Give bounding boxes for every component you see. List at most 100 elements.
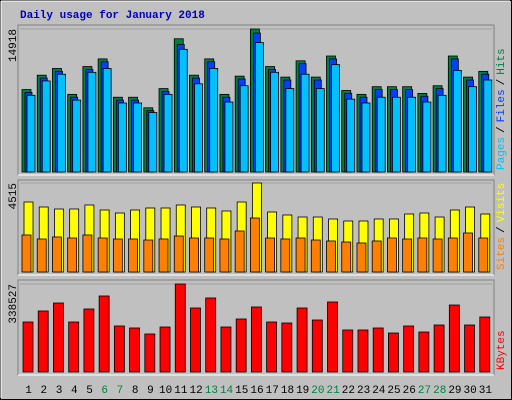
- x-tick-label: 10: [159, 385, 172, 397]
- bar: [331, 64, 340, 173]
- bar: [448, 304, 460, 373]
- bar: [82, 234, 93, 273]
- bar: [67, 237, 78, 273]
- bar: [87, 71, 97, 173]
- bar: [22, 321, 34, 373]
- bar: [98, 295, 110, 373]
- x-tick-label: 9: [147, 385, 154, 397]
- bar: [239, 85, 249, 173]
- x-tick-label: 22: [342, 385, 355, 397]
- x-tick-label: 14: [220, 385, 234, 397]
- legend-entry: Hits: [496, 48, 508, 74]
- legend: Sites / Visits: [496, 183, 508, 270]
- bar: [311, 319, 323, 373]
- bar: [310, 239, 321, 273]
- x-tick-label: 13: [205, 385, 218, 397]
- bar: [402, 238, 413, 273]
- bar: [463, 232, 473, 273]
- bar: [209, 68, 219, 173]
- y-tick-label: 14918: [8, 29, 20, 62]
- bar: [190, 307, 201, 373]
- x-tick-label: 11: [174, 385, 188, 397]
- x-tick-label: 3: [56, 385, 63, 397]
- x-tick-label: 1: [25, 385, 32, 397]
- bar: [144, 333, 156, 373]
- x-tick-label: 20: [311, 385, 324, 397]
- bar: [26, 94, 36, 173]
- bar: [102, 68, 112, 173]
- x-tick-label: 29: [448, 385, 461, 397]
- bar: [341, 241, 352, 273]
- x-tick-label: 24: [372, 385, 386, 397]
- bar: [422, 101, 432, 173]
- legend-separator: /: [496, 226, 508, 233]
- bar: [433, 324, 445, 373]
- x-tick-label: 18: [281, 385, 294, 397]
- bar: [250, 306, 262, 373]
- x-tick-label: 27: [418, 385, 431, 397]
- x-tick-label: 23: [357, 385, 370, 397]
- bar: [376, 96, 386, 173]
- bar: [479, 316, 491, 373]
- bar: [57, 73, 66, 173]
- bar: [280, 238, 291, 273]
- y-tick-label: 338527: [8, 284, 20, 324]
- bar: [158, 238, 169, 273]
- y-tick-label: 4515: [8, 183, 20, 209]
- bar: [36, 238, 47, 273]
- legend-entry: Files: [496, 89, 508, 122]
- bar: [220, 326, 232, 373]
- chart-title: Daily usage for January 2018: [20, 10, 205, 22]
- bar: [52, 236, 62, 273]
- legend: KBytes: [496, 330, 508, 370]
- bar: [326, 240, 336, 273]
- bar: [327, 301, 338, 373]
- bar: [483, 79, 493, 173]
- x-tick-label: 5: [86, 385, 93, 397]
- bar: [295, 237, 306, 273]
- bar: [447, 237, 458, 273]
- bar: [437, 94, 447, 173]
- bar: [37, 310, 49, 373]
- bar: [249, 217, 260, 273]
- bar: [53, 302, 64, 373]
- bar: [285, 88, 295, 173]
- bar: [296, 307, 308, 373]
- bar: [407, 96, 417, 173]
- x-tick-label: 6: [101, 385, 108, 397]
- bar: [266, 321, 278, 373]
- bar: [356, 242, 367, 273]
- bar: [83, 308, 95, 373]
- legend-entry: KBytes: [496, 330, 508, 370]
- bar: [417, 237, 428, 273]
- bar: [361, 102, 371, 173]
- x-tick-label: 26: [403, 385, 416, 397]
- bar: [342, 329, 354, 373]
- x-tick-label: 25: [387, 385, 400, 397]
- bar: [234, 230, 245, 273]
- bar: [265, 237, 276, 273]
- legend-separator: /: [496, 126, 508, 133]
- legend: Pages / Files / Hits: [496, 48, 508, 170]
- bar: [163, 93, 173, 173]
- bar: [68, 321, 80, 373]
- bar: [117, 102, 127, 173]
- bar: [97, 237, 108, 273]
- legend-separator: /: [496, 79, 508, 86]
- x-tick-label: 8: [132, 385, 139, 397]
- bar: [235, 318, 247, 373]
- bar: [254, 42, 264, 173]
- bar: [21, 234, 32, 273]
- x-tick-label: 15: [235, 385, 248, 397]
- bar: [300, 73, 310, 173]
- bar: [205, 297, 217, 373]
- bar: [128, 238, 138, 273]
- bar: [189, 237, 199, 273]
- bar: [41, 80, 51, 173]
- bar: [224, 101, 234, 173]
- bar: [113, 325, 125, 373]
- bar: [372, 327, 384, 373]
- legend-entry: Visits: [496, 183, 508, 223]
- bar: [464, 324, 475, 373]
